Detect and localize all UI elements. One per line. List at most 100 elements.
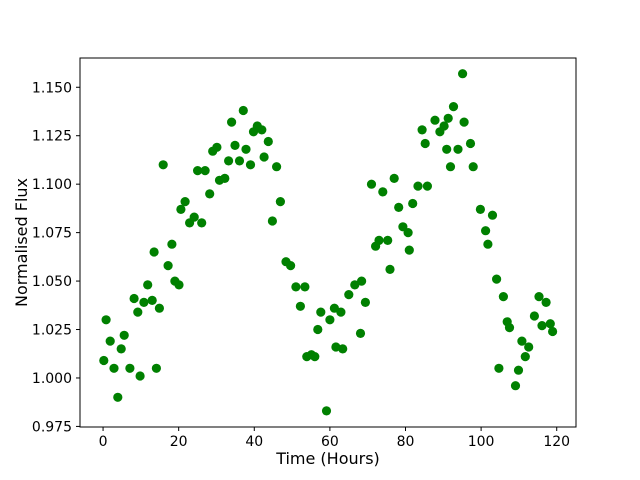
x-tick-label: 0: [99, 434, 108, 450]
data-point: [295, 301, 305, 311]
data-point: [537, 321, 547, 331]
x-tick-label: 60: [321, 434, 339, 450]
data-point: [385, 264, 395, 274]
data-point: [321, 406, 332, 416]
data-point: [109, 363, 119, 373]
data-point: [520, 352, 530, 362]
data-point: [413, 181, 423, 191]
y-tick-label: 1.000: [32, 371, 72, 387]
y-tick-label: 1.125: [32, 129, 72, 145]
y-tick-label: 1.050: [32, 274, 72, 290]
data-point: [139, 297, 149, 307]
data-point: [286, 261, 296, 271]
data-point: [498, 292, 508, 302]
data-point: [143, 280, 153, 290]
data-point: [167, 239, 177, 249]
data-point: [487, 210, 498, 220]
data-point: [403, 228, 413, 238]
data-point: [230, 140, 240, 150]
data-point: [205, 189, 215, 199]
data-point: [445, 162, 456, 172]
data-point: [149, 247, 159, 257]
data-point: [241, 144, 251, 154]
data-point: [133, 307, 143, 317]
data-point: [524, 342, 534, 352]
data-point: [151, 363, 161, 373]
data-point: [357, 276, 367, 286]
y-tick-label: 1.075: [32, 226, 72, 242]
data-point: [227, 117, 237, 127]
x-tick-label: 120: [543, 434, 570, 450]
y-tick-label: 1.025: [32, 323, 72, 339]
data-point: [310, 352, 320, 362]
data-point: [99, 355, 109, 366]
data-point: [504, 323, 515, 333]
data-point: [325, 315, 335, 325]
data-point: [448, 102, 459, 112]
data-point: [453, 144, 463, 154]
data-point: [534, 292, 544, 302]
data-point: [116, 344, 126, 354]
data-point: [263, 136, 273, 147]
data-point: [513, 365, 524, 375]
data-point: [257, 125, 267, 135]
data-point: [443, 113, 453, 123]
x-tick-label: 40: [245, 434, 263, 450]
data-point: [113, 392, 123, 402]
x-axis-label: Time (Hours): [275, 449, 380, 468]
data-points: [99, 69, 558, 416]
data-point: [468, 162, 478, 172]
data-point: [291, 282, 301, 292]
data-point: [422, 181, 432, 191]
data-point: [374, 235, 384, 245]
x-tick-label: 20: [170, 434, 188, 450]
data-point: [224, 156, 234, 166]
data-point: [420, 138, 430, 149]
data-point: [193, 166, 203, 176]
data-point: [510, 381, 521, 391]
data-point: [389, 173, 399, 183]
x-tick-label: 100: [468, 434, 495, 450]
data-point: [125, 363, 135, 373]
data-point: [458, 69, 468, 79]
data-point: [408, 198, 418, 209]
data-point: [541, 297, 551, 307]
data-point: [197, 218, 207, 228]
data-point: [135, 371, 145, 381]
data-point: [101, 315, 111, 325]
data-point: [212, 142, 222, 152]
data-point: [316, 307, 326, 317]
data-point: [245, 160, 256, 170]
data-point: [147, 295, 157, 305]
data-point: [404, 245, 414, 255]
data-point: [492, 274, 502, 284]
data-point: [238, 105, 248, 116]
data-point: [355, 328, 366, 338]
data-point: [267, 216, 277, 226]
data-point: [176, 204, 186, 214]
data-point: [189, 212, 199, 222]
data-point: [105, 336, 115, 346]
data-point: [517, 336, 527, 346]
data-point: [275, 197, 285, 207]
y-tick-label: 1.150: [32, 80, 72, 96]
data-point: [383, 235, 393, 245]
data-point: [272, 162, 282, 172]
data-point: [119, 330, 129, 340]
axis-ticks: 0 20 40 60 80 100 120 0.975 1.000 1.025 1.050 1.075…: [32, 80, 570, 450]
data-point: [174, 280, 184, 290]
data-point: [200, 166, 210, 176]
data-point: [338, 344, 348, 354]
data-point: [163, 261, 173, 271]
data-point: [344, 290, 354, 300]
plot-border: [79, 57, 577, 428]
data-point: [220, 173, 230, 183]
data-point: [259, 152, 269, 162]
data-point: [378, 187, 388, 197]
data-point: [180, 197, 190, 207]
data-point: [459, 117, 469, 127]
data-point: [366, 179, 377, 189]
data-point: [336, 307, 346, 317]
data-point: [545, 319, 555, 329]
